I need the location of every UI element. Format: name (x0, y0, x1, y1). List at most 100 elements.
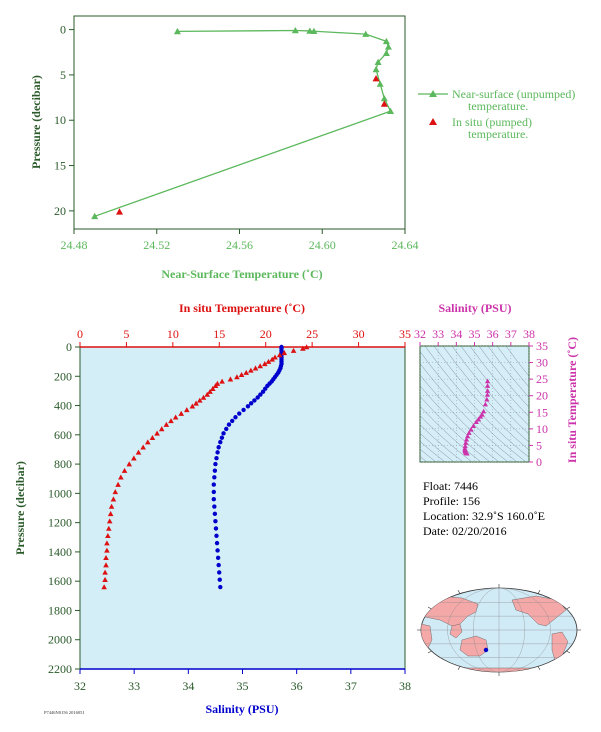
temperature-tick-label: 10 (167, 327, 179, 341)
near-surface-temperature-markers (91, 27, 395, 220)
ts-contour (420, 441, 446, 462)
salinity-tick-label: 33 (128, 679, 140, 693)
temperature-tick-label: 20 (260, 327, 272, 341)
ts-contour (420, 351, 527, 462)
pressure-tick-label: 1200 (48, 516, 72, 530)
salinity-point (212, 475, 217, 480)
land-north-america (511, 595, 567, 627)
temperature-tick-label: 5 (123, 327, 129, 341)
ts-contour (420, 424, 464, 462)
world-map (417, 584, 581, 676)
near-surface-point (382, 37, 390, 45)
temperature-point (168, 418, 174, 424)
legend-marker-label-2: temperature. (468, 127, 528, 141)
salinity-point (215, 555, 221, 560)
salinity-tick-label: 32 (74, 679, 86, 693)
near-surface-point (310, 27, 318, 35)
salinity-point (213, 526, 219, 531)
salinity-point (245, 404, 251, 409)
ts-diagram: 32 33 34 35 36 37 38 0 5 10 15 20 25 30 35 Salinity (… (414, 301, 579, 469)
temperature-point (303, 344, 310, 350)
ts-point (484, 378, 491, 384)
ts-contour (469, 346, 529, 417)
x-tick-label: 24.56 (226, 238, 253, 252)
pressure-tick-label: 400 (54, 399, 72, 413)
salinity-point (213, 461, 218, 467)
ts-point (475, 416, 482, 422)
temperature-point (248, 367, 254, 373)
salinity-point (252, 398, 257, 403)
salinity-point (212, 468, 218, 473)
temperature-point (102, 569, 108, 575)
ts-y-tick-label: 30 (536, 356, 548, 370)
salinity-tick-label: 35 (237, 679, 249, 693)
salinity-point (258, 392, 263, 397)
temperature-point (243, 369, 250, 375)
float-location-marker (483, 647, 489, 653)
near-surface-plot-frame (73, 15, 406, 230)
temperature-point (104, 540, 110, 546)
near-surface-point (387, 107, 395, 114)
temperature-tick-label: 30 (353, 327, 365, 341)
near-surface-point (374, 58, 382, 66)
ts-y-tick-label: 35 (536, 339, 548, 353)
temperature-point (172, 414, 179, 420)
temperature-point (115, 481, 121, 487)
ts-y-tick-label: 0 (536, 455, 542, 469)
ts-contour (487, 346, 529, 398)
salinity-point (255, 395, 260, 400)
temperature-tick-label: 15 (213, 327, 225, 341)
float-info: Float: 7446 Profile: 156 Location: 32.9˚… (423, 479, 545, 538)
salinity-point (217, 570, 222, 575)
ts-point (484, 396, 490, 402)
temperature-point (110, 496, 117, 502)
temperature-axis-label: In situ Temperature (˚C) (179, 301, 305, 315)
temperature-point (234, 374, 240, 380)
legend-line-label-1: Near-surface (unpumped) (452, 87, 575, 101)
ts-point (462, 443, 468, 449)
ts-points (462, 378, 491, 456)
ts-point (484, 392, 490, 397)
temperature-point (204, 391, 211, 397)
ts-point (466, 430, 472, 435)
temperature-point (163, 421, 170, 427)
temperature-point (112, 489, 119, 495)
temperature-point (252, 365, 259, 371)
temperature-point (265, 358, 272, 364)
ts-x-tick-label: 38 (523, 327, 535, 341)
ts-contour (451, 346, 529, 435)
ts-y-tick-label: 25 (536, 372, 548, 386)
y-tick-label: 10 (54, 113, 66, 127)
temperature-point (103, 562, 109, 568)
temperature-point (300, 345, 306, 351)
temperature-point (272, 354, 278, 360)
temperature-point (131, 455, 137, 461)
ts-contour (420, 363, 518, 462)
temperature-point (238, 372, 245, 378)
temperature-point (207, 388, 213, 394)
profile-y-label: Pressure (decibar) (13, 461, 27, 555)
ts-point (484, 388, 491, 393)
near-surface-chart: 24.48 24.52 24.56 24.60 24.64 0 5 10 15 20 Near-… (29, 15, 575, 281)
near-surface-point (372, 65, 380, 73)
land-indochina (449, 623, 463, 639)
footer-code: P7446N0156 2016051 (44, 710, 85, 715)
salinity-profile (211, 344, 284, 590)
ts-contour (420, 432, 455, 462)
temperature-point (108, 503, 115, 509)
ts-point (464, 450, 470, 456)
temperature-point (269, 356, 276, 362)
temperature-point (126, 461, 133, 467)
temperature-point (135, 449, 142, 455)
ts-x-tick-label: 34 (450, 327, 462, 341)
in-situ-point (380, 100, 388, 107)
in-situ-point (372, 75, 380, 82)
pressure-tick-label: 1400 (48, 545, 72, 559)
near-surface-point (291, 27, 299, 34)
temperature-tick-label: 25 (306, 327, 318, 341)
location: Location: 32.9˚S 160.0˚E (423, 509, 545, 523)
legend-line-marker (429, 90, 437, 97)
salinity-point (212, 504, 217, 509)
temperature-point (121, 467, 128, 473)
salinity-tick-label: 36 (291, 679, 303, 693)
